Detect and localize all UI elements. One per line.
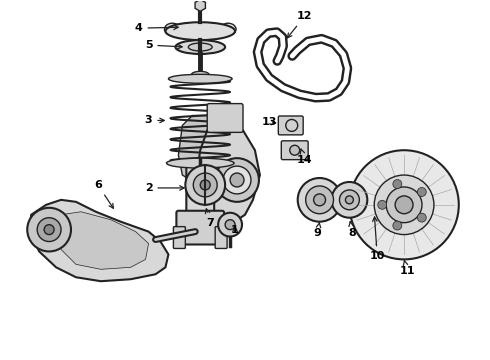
Circle shape bbox=[193, 173, 217, 197]
Circle shape bbox=[290, 145, 300, 155]
Circle shape bbox=[223, 166, 251, 194]
Polygon shape bbox=[56, 212, 148, 269]
Text: 2: 2 bbox=[145, 183, 184, 193]
Circle shape bbox=[44, 225, 54, 235]
Text: 7: 7 bbox=[205, 209, 214, 228]
Text: 12: 12 bbox=[287, 11, 313, 38]
Circle shape bbox=[395, 196, 413, 214]
Circle shape bbox=[393, 221, 402, 230]
Circle shape bbox=[349, 150, 459, 260]
Text: 8: 8 bbox=[348, 222, 356, 238]
Text: 3: 3 bbox=[145, 116, 164, 126]
Ellipse shape bbox=[191, 71, 209, 78]
FancyBboxPatch shape bbox=[173, 227, 185, 248]
Ellipse shape bbox=[166, 22, 235, 40]
Ellipse shape bbox=[175, 40, 225, 54]
Circle shape bbox=[374, 175, 434, 235]
Circle shape bbox=[200, 180, 210, 190]
FancyBboxPatch shape bbox=[281, 141, 308, 159]
Circle shape bbox=[386, 187, 422, 223]
Ellipse shape bbox=[188, 43, 212, 51]
Text: 9: 9 bbox=[314, 222, 321, 238]
Ellipse shape bbox=[167, 158, 234, 168]
Circle shape bbox=[306, 186, 334, 214]
Circle shape bbox=[230, 173, 244, 187]
Circle shape bbox=[37, 218, 61, 242]
Circle shape bbox=[345, 196, 353, 204]
Polygon shape bbox=[197, 125, 260, 223]
Circle shape bbox=[218, 213, 242, 237]
Text: 5: 5 bbox=[145, 40, 182, 50]
Text: 13: 13 bbox=[262, 117, 277, 127]
Ellipse shape bbox=[165, 23, 180, 35]
FancyBboxPatch shape bbox=[186, 166, 214, 215]
Polygon shape bbox=[29, 200, 169, 281]
Text: 1: 1 bbox=[231, 225, 239, 235]
Circle shape bbox=[225, 220, 235, 230]
Circle shape bbox=[417, 213, 426, 222]
Circle shape bbox=[215, 158, 259, 202]
Text: 10: 10 bbox=[369, 217, 385, 261]
Circle shape bbox=[378, 201, 387, 209]
Circle shape bbox=[393, 180, 402, 189]
Text: 4: 4 bbox=[135, 23, 178, 33]
Text: 14: 14 bbox=[297, 149, 313, 165]
FancyBboxPatch shape bbox=[176, 211, 224, 244]
Text: 11: 11 bbox=[399, 260, 415, 276]
Circle shape bbox=[185, 165, 225, 205]
FancyBboxPatch shape bbox=[278, 116, 303, 135]
FancyBboxPatch shape bbox=[215, 227, 227, 248]
Ellipse shape bbox=[169, 74, 232, 83]
Circle shape bbox=[314, 194, 325, 206]
Circle shape bbox=[417, 188, 426, 197]
Circle shape bbox=[332, 182, 368, 218]
Circle shape bbox=[340, 190, 359, 210]
Ellipse shape bbox=[220, 23, 236, 35]
Polygon shape bbox=[178, 116, 220, 183]
Circle shape bbox=[27, 208, 71, 251]
Circle shape bbox=[286, 120, 298, 131]
FancyBboxPatch shape bbox=[207, 104, 243, 132]
Text: 6: 6 bbox=[94, 180, 113, 208]
Circle shape bbox=[298, 178, 342, 222]
